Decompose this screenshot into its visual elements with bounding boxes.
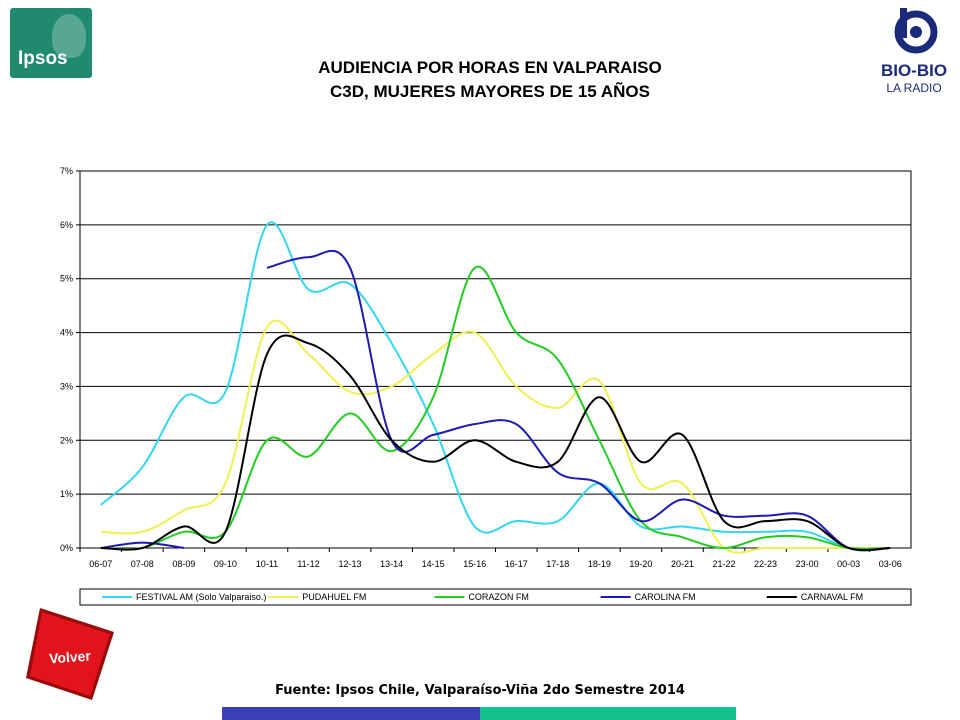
y-tick-label: 5% (60, 274, 73, 284)
source-caption: Fuente: Ipsos Chile, Valparaíso-Viña 2do… (275, 683, 685, 698)
x-tick-label: 13-14 (380, 559, 403, 569)
biobio-logo-subtext: LA RADIO (886, 81, 941, 95)
x-tick-label: 08-09 (172, 559, 195, 569)
legend-label-4: CAROLINA FM (635, 592, 696, 602)
y-tick-label: 7% (60, 166, 73, 176)
page-title: AUDIENCIA POR HORAS EN VALPARAISO C3D, M… (200, 56, 780, 104)
x-tick-label: 20-21 (671, 559, 694, 569)
y-tick-label: 6% (60, 220, 73, 230)
series-line-4 (266, 249, 891, 552)
series-line-3 (100, 265, 891, 551)
title-line-1: AUDIENCIA POR HORAS EN VALPARAISO (318, 58, 662, 77)
x-tick-label: 16-17 (505, 559, 528, 569)
legend-label-2: PUDAHUEL FM (302, 592, 366, 602)
y-tick-label: 2% (60, 435, 73, 445)
ipsos-logo-text: Ipsos (18, 48, 68, 69)
footer-bar-green (480, 707, 736, 720)
x-tick-label: 00-03 (837, 559, 860, 569)
y-tick-label: 1% (60, 489, 73, 499)
footer-bar-blue (222, 707, 480, 720)
volver-label: Volver (49, 648, 92, 667)
x-tick-label: 19-20 (629, 559, 652, 569)
x-tick-label: 10-11 (256, 559, 278, 569)
legend-box (79, 588, 912, 606)
volver-button[interactable]: Volver (22, 606, 118, 702)
legend-label-1: FESTIVAL AM (Solo Valparaiso.) (136, 592, 266, 602)
y-tick-label: 4% (60, 328, 73, 338)
x-tick-label: 11-12 (297, 559, 319, 569)
biobio-logo-text: BIO-BIO (881, 61, 947, 80)
x-tick-label: 09-10 (214, 559, 237, 569)
x-tick-label: 18-19 (588, 559, 611, 569)
x-tick-label: 07-08 (131, 559, 154, 569)
series-line-5 (100, 334, 891, 551)
y-tick-label: 0% (60, 543, 73, 553)
x-tick-label: 12-13 (339, 559, 362, 569)
x-tick-label: 06-07 (89, 559, 112, 569)
ipsos-head-icon (52, 14, 86, 58)
plot-area (79, 170, 912, 549)
biobio-logo: BIO-BIO LA RADIO (881, 8, 947, 95)
x-tick-label: 22-23 (754, 559, 777, 569)
legend-label-3: CORAZON FM (468, 592, 529, 602)
x-tick-label: 03-06 (879, 559, 902, 569)
x-tick-label: 17-18 (546, 559, 569, 569)
audience-line-chart: 0% 1% 2% 3% 4% 5% 6% 7% 06-07 07-08 08-09 09-10 10-1… (60, 166, 912, 606)
x-tick-label: 14-15 (422, 559, 445, 569)
x-tick-label: 15-16 (463, 559, 486, 569)
x-tick-label: 23-00 (796, 559, 819, 569)
series-line-2 (100, 319, 891, 554)
x-tick-label: 21-22 (713, 559, 736, 569)
legend-label-5: CARNAVAL FM (801, 592, 863, 602)
series-line-4 (100, 541, 185, 549)
y-tick-label: 3% (60, 381, 73, 391)
series-line-1 (100, 221, 891, 551)
title-line-2: C3D, MUJERES MAYORES DE 15 AÑOS (330, 82, 650, 101)
ipsos-logo: Ipsos (10, 8, 92, 78)
